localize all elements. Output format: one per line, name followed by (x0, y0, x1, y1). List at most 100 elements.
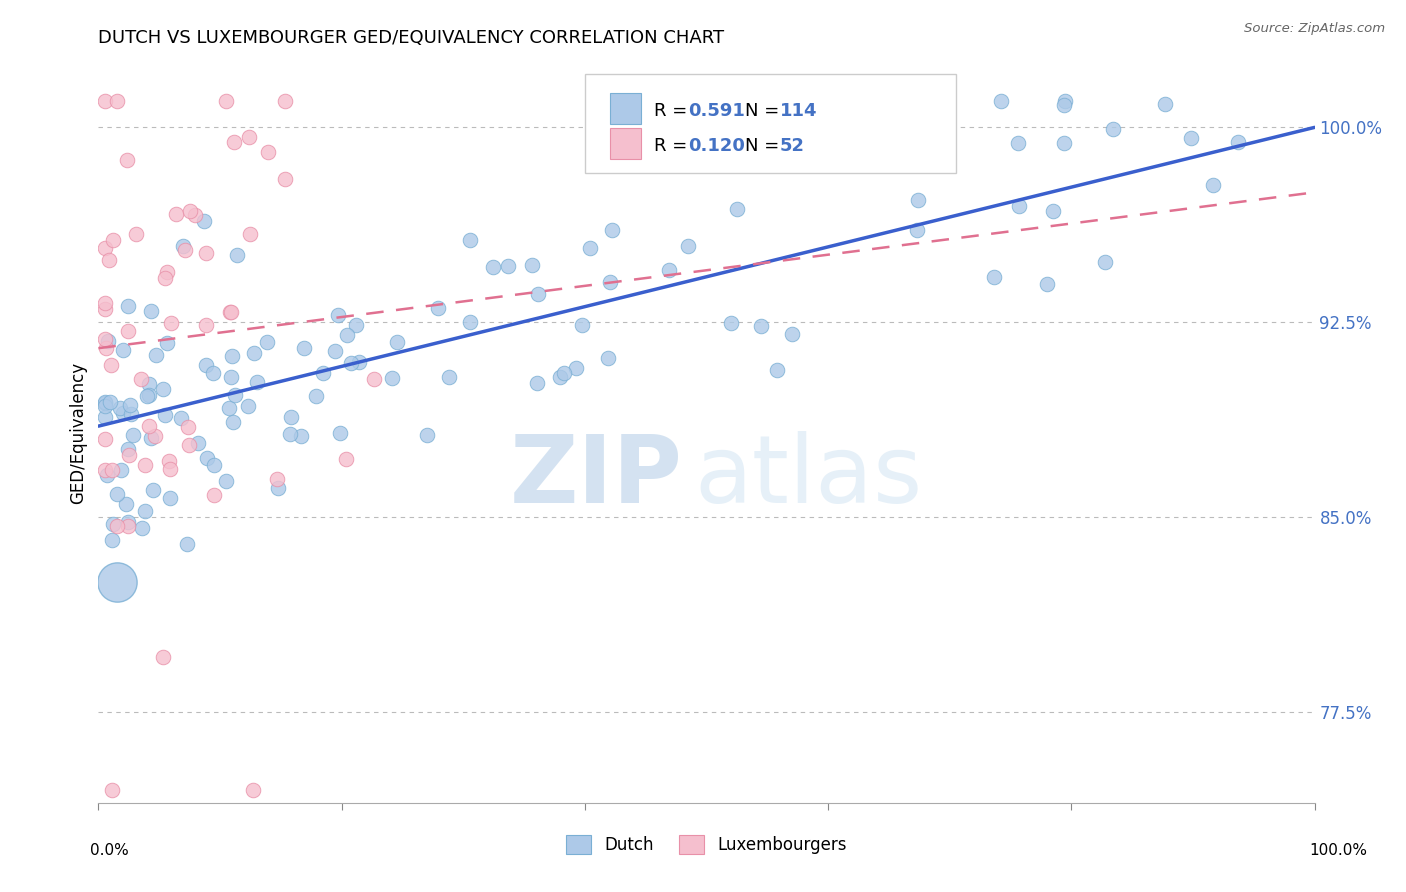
Point (460, 315, 482, 329)
Point (194, 359, 217, 373)
Point (720, 316, 742, 330)
Point (101, 463, 124, 477)
Point (526, 287, 548, 301)
Point (1007, 199, 1029, 213)
Point (93, 333, 115, 347)
Point (117, 442, 139, 457)
Point (266, 472, 288, 486)
Point (96, 468, 118, 483)
Point (215, 475, 238, 489)
Y-axis label: GED/Equivalency: GED/Equivalency (69, 361, 87, 504)
Point (236, 399, 259, 413)
Point (120, 398, 142, 412)
Point (170, 410, 193, 425)
Point (153, 408, 176, 422)
Point (93, 302, 115, 317)
Point (117, 299, 139, 313)
Point (224, 136, 246, 150)
Point (416, 428, 439, 442)
Point (550, 370, 572, 384)
Point (142, 483, 165, 497)
Point (103, 517, 125, 532)
Point (1094, 255, 1116, 269)
Point (195, 318, 218, 333)
Point (114, 498, 136, 512)
Point (1036, 277, 1059, 291)
Point (565, 361, 588, 376)
Point (658, 263, 681, 277)
Text: ZIP: ZIP (509, 431, 682, 523)
Point (905, 223, 928, 237)
Point (312, 366, 335, 380)
Point (138, 388, 160, 402)
Point (135, 389, 157, 403)
Point (1180, 130, 1202, 145)
Point (120, 407, 142, 421)
Point (138, 377, 160, 392)
Point (238, 129, 260, 144)
Point (141, 304, 163, 318)
Point (363, 372, 385, 386)
Point (1053, 97, 1076, 112)
Point (143, 429, 166, 443)
FancyBboxPatch shape (585, 73, 956, 173)
Point (224, 388, 246, 402)
Point (93, 296, 115, 310)
Point (219, 305, 242, 319)
Point (221, 370, 243, 384)
Text: N =: N = (745, 137, 786, 155)
Point (93, 396, 115, 410)
Point (107, 486, 129, 500)
Point (195, 450, 218, 465)
Point (101, 533, 124, 547)
Point (152, 650, 174, 665)
Point (110, 401, 132, 415)
Text: 100.0%: 100.0% (1309, 843, 1368, 857)
Point (105, 519, 128, 533)
Point (94, 341, 117, 355)
Point (172, 239, 194, 253)
Point (292, 341, 315, 355)
Point (160, 317, 183, 331)
Point (1042, 203, 1064, 218)
Point (340, 356, 363, 370)
Point (305, 389, 328, 403)
Point (134, 458, 156, 472)
Text: 0.0%: 0.0% (90, 843, 129, 857)
Point (97, 334, 120, 348)
Point (165, 207, 187, 221)
Point (179, 438, 201, 452)
Point (202, 458, 225, 472)
Point (280, 410, 302, 425)
Point (193, 214, 215, 228)
Point (1053, 136, 1076, 151)
Point (112, 343, 135, 357)
Point (93, 95, 115, 109)
Point (100, 782, 122, 797)
Point (218, 401, 240, 415)
Point (496, 260, 519, 274)
Point (156, 265, 179, 279)
Point (482, 260, 505, 274)
Point (134, 504, 156, 518)
Point (780, 326, 803, 341)
Point (1054, 95, 1077, 109)
Text: 52: 52 (779, 137, 804, 155)
Point (93, 463, 115, 477)
Point (323, 344, 346, 359)
Point (278, 427, 301, 442)
Point (100, 359, 122, 373)
Point (101, 233, 124, 247)
Text: 0.591: 0.591 (689, 102, 745, 120)
Point (437, 369, 460, 384)
Point (725, 202, 748, 216)
Point (326, 308, 349, 322)
Point (98, 253, 121, 268)
Point (381, 371, 404, 385)
Point (138, 419, 160, 434)
Point (105, 574, 128, 589)
Point (93, 432, 115, 446)
Point (1007, 136, 1029, 150)
Point (246, 375, 269, 389)
Point (579, 241, 602, 255)
